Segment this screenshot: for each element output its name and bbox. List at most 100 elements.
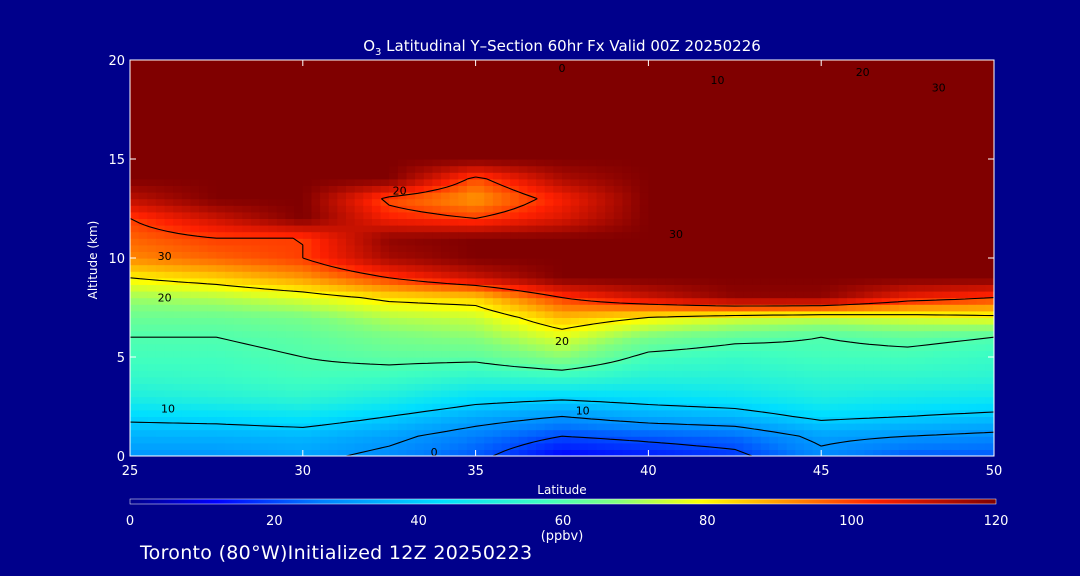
heatmap-cell <box>579 112 589 120</box>
heatmap-cell <box>466 363 477 371</box>
heatmap-cell <box>458 211 468 219</box>
heatmap-cell <box>510 442 520 450</box>
heatmap-cell <box>225 271 235 279</box>
heatmap-cell <box>838 363 848 371</box>
heatmap-cell <box>613 211 624 219</box>
heatmap-cell <box>449 145 459 153</box>
heatmap-cell <box>216 139 226 147</box>
heatmap-cell <box>786 251 796 259</box>
heatmap-cell <box>233 383 243 391</box>
heatmap-cell <box>259 310 269 318</box>
heatmap-cell <box>734 357 745 365</box>
heatmap-cell <box>346 396 356 404</box>
heatmap-cell <box>320 376 330 384</box>
heatmap-cell <box>622 343 632 351</box>
heatmap-cell <box>536 225 546 233</box>
heatmap-cell <box>570 277 580 285</box>
heatmap-cell <box>613 403 624 411</box>
heatmap-cell <box>708 159 719 167</box>
heatmap-cell <box>700 357 710 365</box>
heatmap-cell <box>605 429 615 437</box>
heatmap-cell <box>760 145 770 153</box>
heatmap-cell <box>492 264 503 272</box>
heatmap-cell <box>138 79 148 87</box>
heatmap-cell <box>596 251 606 259</box>
heatmap-cell <box>199 159 209 167</box>
heatmap-cell <box>432 271 442 279</box>
heatmap-cell <box>562 106 572 114</box>
heatmap-cell <box>562 449 572 456</box>
heatmap-cell <box>760 291 770 299</box>
heatmap-cell <box>415 423 425 431</box>
heatmap-cell <box>821 337 831 345</box>
heatmap-cell <box>579 106 589 114</box>
heatmap-cell <box>423 277 433 285</box>
heatmap-cell <box>752 396 762 404</box>
heatmap-cell <box>259 271 269 279</box>
heatmap-cell <box>346 390 356 398</box>
heatmap-cell <box>536 251 546 259</box>
heatmap-cell <box>415 271 425 279</box>
heatmap-cell <box>302 409 313 417</box>
heatmap-cell <box>536 416 546 424</box>
heatmap-cell <box>752 383 762 391</box>
heatmap-cell <box>527 244 537 252</box>
heatmap-cell <box>415 390 425 398</box>
heatmap-cell <box>570 126 580 134</box>
heatmap-cell <box>648 251 658 259</box>
heatmap-cell <box>786 60 796 68</box>
heatmap-cell <box>605 291 615 299</box>
heatmap-cell <box>268 132 278 140</box>
heatmap-cell <box>259 383 269 391</box>
heatmap-cell <box>639 211 649 219</box>
heatmap-cell <box>389 317 399 325</box>
heatmap-cell <box>717 93 727 101</box>
heatmap-cell <box>769 449 779 456</box>
heatmap-cell <box>276 192 287 200</box>
heatmap-cell <box>250 126 261 134</box>
heatmap-cell <box>190 337 200 345</box>
heatmap-cell <box>337 390 347 398</box>
heatmap-cell <box>544 211 554 219</box>
heatmap-cell <box>138 152 148 160</box>
heatmap-cell <box>380 93 390 101</box>
heatmap-cell <box>380 73 390 81</box>
heatmap-cell <box>648 330 658 338</box>
heatmap-cell <box>276 238 287 246</box>
heatmap-cell <box>173 119 183 127</box>
heatmap-cell <box>510 79 520 87</box>
heatmap-cell <box>484 370 494 378</box>
heatmap-cell <box>527 436 537 444</box>
heatmap-cell <box>406 192 416 200</box>
heatmap-cell <box>380 79 390 87</box>
heatmap-cell <box>743 390 753 398</box>
heatmap-cell <box>752 370 762 378</box>
heatmap-cell <box>276 409 287 417</box>
heatmap-cell <box>682 304 693 312</box>
heatmap-cell <box>466 324 477 332</box>
heatmap-cell <box>812 330 822 338</box>
heatmap-cell <box>155 159 166 167</box>
heatmap-cell <box>570 370 580 378</box>
heatmap-cell <box>579 370 589 378</box>
heatmap-cell <box>216 376 226 384</box>
heatmap-cell <box>328 139 338 147</box>
heatmap-cell <box>233 218 243 226</box>
heatmap-cell <box>259 231 269 239</box>
heatmap-cell <box>311 99 321 107</box>
heatmap-cell <box>760 60 770 68</box>
heatmap-cell <box>596 317 606 325</box>
heatmap-cell <box>190 330 200 338</box>
heatmap-cell <box>363 60 373 68</box>
heatmap-cell <box>207 139 217 147</box>
heatmap-cell <box>207 370 217 378</box>
heatmap-cell <box>302 211 313 219</box>
heatmap-cell <box>328 60 338 68</box>
heatmap-cell <box>268 436 278 444</box>
heatmap-cell <box>147 145 157 153</box>
heatmap-cell <box>423 337 433 345</box>
heatmap-cell <box>320 258 330 266</box>
heatmap-cell <box>812 376 822 384</box>
heatmap-cell <box>242 126 252 134</box>
heatmap-cell <box>510 225 520 233</box>
